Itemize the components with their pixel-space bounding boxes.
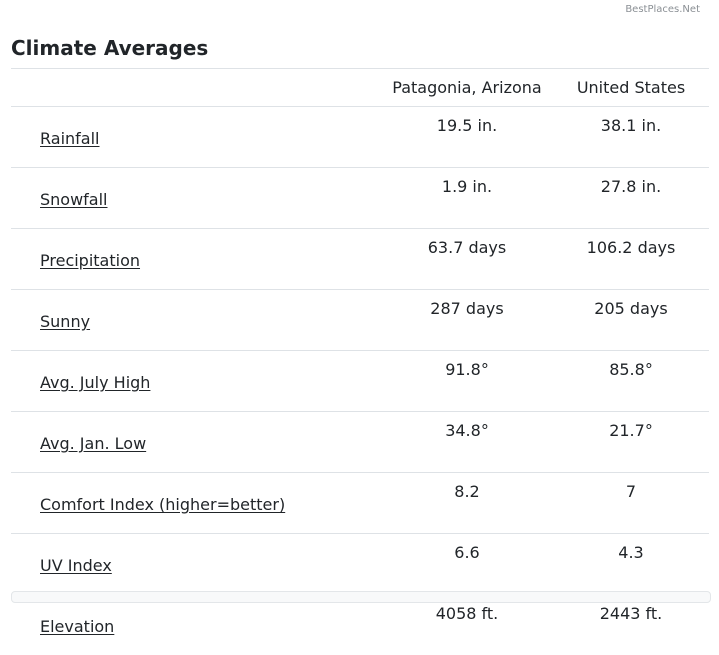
comfort-index-link[interactable]: Comfort Index (higher=better) bbox=[40, 495, 285, 514]
place-value: 19.5 in. bbox=[381, 107, 553, 168]
uv-index-link[interactable]: UV Index bbox=[40, 556, 112, 575]
table-row: Elevation 4058 ft. 2443 ft. bbox=[11, 595, 709, 655]
elevation-link[interactable]: Elevation bbox=[40, 617, 114, 636]
place-value: 8.2 bbox=[381, 473, 553, 534]
place-value: 287 days bbox=[381, 290, 553, 351]
sunny-link[interactable]: Sunny bbox=[40, 312, 90, 331]
july-high-link[interactable]: Avg. July High bbox=[40, 373, 150, 392]
jan-low-link[interactable]: Avg. Jan. Low bbox=[40, 434, 146, 453]
table-row: Rainfall 19.5 in. 38.1 in. bbox=[11, 107, 709, 168]
country-value: 2443 ft. bbox=[553, 595, 709, 655]
header-place: Patagonia, Arizona bbox=[381, 69, 553, 107]
country-value: 205 days bbox=[553, 290, 709, 351]
table-row: UV Index 6.6 4.3 bbox=[11, 534, 709, 595]
place-value: 1.9 in. bbox=[381, 168, 553, 229]
country-value: 21.7° bbox=[553, 412, 709, 473]
table-row: Avg. Jan. Low 34.8° 21.7° bbox=[11, 412, 709, 473]
table-row: Sunny 287 days 205 days bbox=[11, 290, 709, 351]
brand-watermark: BestPlaces.Net bbox=[625, 4, 700, 15]
country-value: 4.3 bbox=[553, 534, 709, 595]
table-row: Avg. July High 91.8° 85.8° bbox=[11, 351, 709, 412]
country-value: 85.8° bbox=[553, 351, 709, 412]
place-value: 63.7 days bbox=[381, 229, 553, 290]
next-section-card bbox=[11, 591, 711, 603]
header-country: United States bbox=[553, 69, 709, 107]
country-value: 27.8 in. bbox=[553, 168, 709, 229]
country-value: 38.1 in. bbox=[553, 107, 709, 168]
table-header-row: Patagonia, Arizona United States bbox=[11, 69, 709, 107]
snowfall-link[interactable]: Snowfall bbox=[40, 190, 108, 209]
country-value: 106.2 days bbox=[553, 229, 709, 290]
header-empty bbox=[11, 69, 381, 107]
table-row: Snowfall 1.9 in. 27.8 in. bbox=[11, 168, 709, 229]
rainfall-link[interactable]: Rainfall bbox=[40, 129, 99, 148]
climate-table: Patagonia, Arizona United States Rainfal… bbox=[11, 68, 709, 655]
place-value: 91.8° bbox=[381, 351, 553, 412]
precipitation-link[interactable]: Precipitation bbox=[40, 251, 140, 270]
section-title: Climate Averages bbox=[11, 36, 208, 60]
table-row: Comfort Index (higher=better) 8.2 7 bbox=[11, 473, 709, 534]
place-value: 6.6 bbox=[381, 534, 553, 595]
table-row: Precipitation 63.7 days 106.2 days bbox=[11, 229, 709, 290]
place-value: 34.8° bbox=[381, 412, 553, 473]
place-value: 4058 ft. bbox=[381, 595, 553, 655]
country-value: 7 bbox=[553, 473, 709, 534]
